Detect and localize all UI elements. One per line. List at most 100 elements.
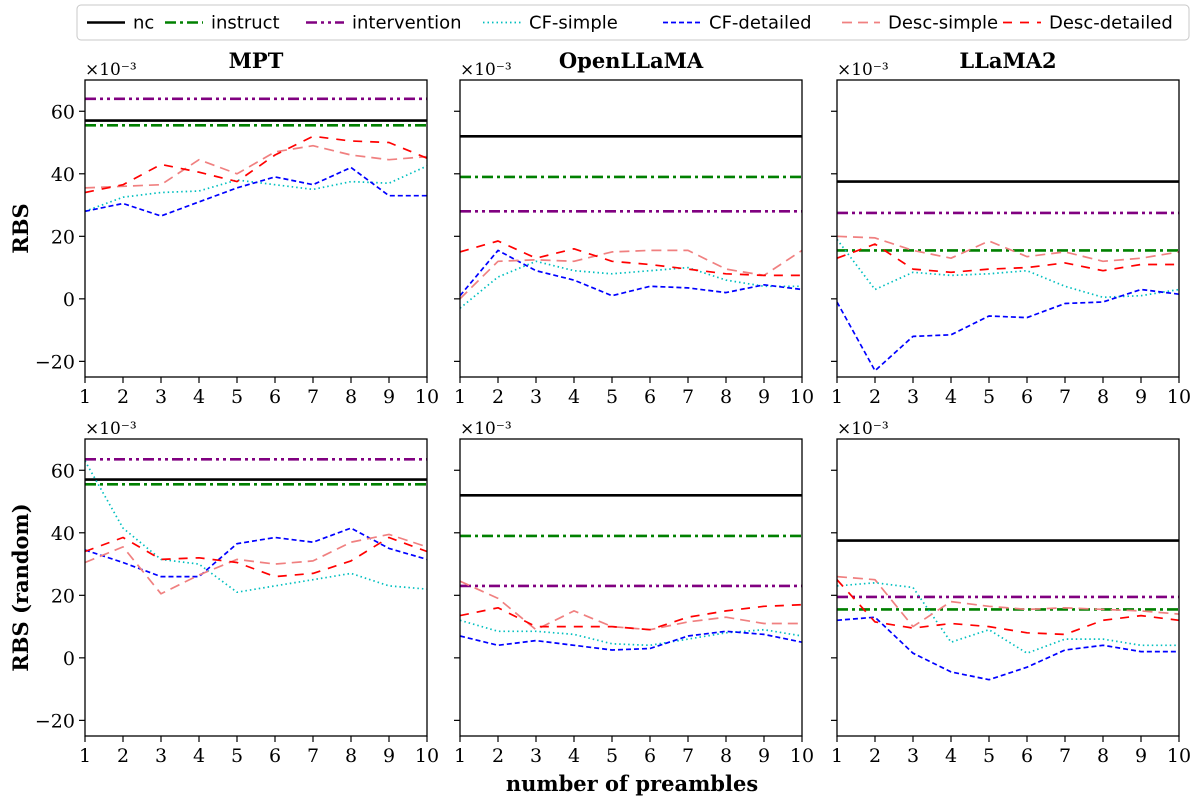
y-tick-label: 60 <box>51 101 75 123</box>
x-tick-label: 3 <box>530 386 542 408</box>
x-tick-label: 5 <box>231 386 243 408</box>
x-tick-label: 5 <box>983 745 995 767</box>
series-line-cf-detailed <box>837 616 1179 681</box>
x-tick-label: 1 <box>454 386 466 408</box>
series-line-desc-simple <box>85 144 427 189</box>
series-line-cf-detailed <box>837 288 1179 372</box>
x-tick-label: 8 <box>345 745 357 767</box>
x-tick-label: 8 <box>1097 386 1109 408</box>
x-tick-label: 1 <box>831 745 843 767</box>
series-line-cf-simple <box>460 619 802 647</box>
panel-frame <box>84 438 428 737</box>
panel-mpt-row1: ×10⁻³ MPT 1 2 3 4 5 6 7 8 9 10 −20 0 20 40 60 RBS <box>8 48 439 408</box>
y-tick-label: 60 <box>51 460 75 482</box>
series-line-desc-simple <box>837 235 1179 263</box>
x-tick-label: 8 <box>345 386 357 408</box>
legend-item-instruct: instruct <box>165 13 280 34</box>
y-tick-label: 20 <box>51 226 75 248</box>
x-tick-label: 4 <box>193 386 205 408</box>
series-group <box>85 97 427 217</box>
x-tick-label: 10 <box>790 386 814 408</box>
x-tick-label: 6 <box>644 386 656 408</box>
x-tick-label: 3 <box>155 386 167 408</box>
y-scale-label: ×10⁻³ <box>85 60 137 80</box>
series-line-cf-simple <box>837 581 1179 655</box>
series-line-desc-detailed <box>460 240 802 277</box>
y-scale-label: ×10⁻³ <box>85 419 137 439</box>
series-line-cf-detailed <box>85 527 427 578</box>
y-tick-label: −20 <box>35 351 75 373</box>
panel-title-mpt: MPT <box>229 48 284 73</box>
legend-item-cf-detailed: CF-detailed <box>663 13 812 34</box>
legend-item-nc: nc <box>87 13 154 34</box>
x-tick-label: 7 <box>1059 386 1071 408</box>
x-tick-label: 9 <box>758 745 770 767</box>
y-tick-label: 40 <box>51 523 75 545</box>
legend-label-nc: nc <box>133 13 154 34</box>
series-line-desc-simple <box>837 575 1179 628</box>
x-tick-label: 3 <box>155 745 167 767</box>
x-tick-label: 7 <box>682 745 694 767</box>
x-tick-label: 4 <box>193 745 205 767</box>
x-tick-label: 3 <box>907 386 919 408</box>
series-line-desc-simple <box>85 533 427 595</box>
x-tick-label: 10 <box>1167 745 1191 767</box>
x-tick-label: 7 <box>682 386 694 408</box>
x-tick-label: 4 <box>945 386 957 408</box>
series-line-desc-detailed <box>837 243 1179 274</box>
series-line-desc-detailed <box>837 579 1179 636</box>
x-axis-label: number of preambles <box>506 771 758 796</box>
x-tick-label: 6 <box>644 745 656 767</box>
x-tick-label: 2 <box>492 745 504 767</box>
legend-item-cf-simple: CF-simple <box>483 13 618 34</box>
x-tick-label: 4 <box>568 386 580 408</box>
y-scale-label: ×10⁻³ <box>837 60 889 80</box>
x-tick-label: 9 <box>383 386 395 408</box>
x-tick-label: 7 <box>307 745 319 767</box>
x-tick-label: 5 <box>231 745 243 767</box>
series-line-desc-detailed <box>85 536 427 578</box>
panel-openllama-row1: ×10⁻³ OpenLLaMA 1 2 3 4 5 6 7 8 9 10 <box>454 48 814 408</box>
legend-label-desc-simple: Desc-simple <box>888 13 998 34</box>
series-group <box>460 135 802 309</box>
x-tick-label: 2 <box>869 745 881 767</box>
panel-title-llama2: LLaMA2 <box>959 48 1056 73</box>
x-tick-label: 10 <box>790 745 814 767</box>
y-tick-label: 0 <box>63 289 75 311</box>
x-tick-label: 5 <box>606 745 618 767</box>
y-tick-label: 40 <box>51 164 75 186</box>
series-group <box>837 180 1179 372</box>
series-line-desc-detailed <box>460 603 802 631</box>
x-tick-label: 1 <box>79 745 91 767</box>
x-tick-label: 10 <box>415 386 439 408</box>
series-line-cf-simple <box>460 260 802 309</box>
x-tick-label: 5 <box>606 386 618 408</box>
y-tick-label: 0 <box>63 648 75 670</box>
series-group <box>837 539 1179 681</box>
x-tick-label: 9 <box>1135 386 1147 408</box>
panel-llama2-row1: ×10⁻³ LLaMA2 1 2 3 4 5 6 7 8 9 10 <box>831 48 1191 408</box>
x-tick-label: 1 <box>454 745 466 767</box>
series-line-cf-detailed <box>85 166 427 217</box>
x-tick-label: 10 <box>415 745 439 767</box>
y-axis-label-row1: RBS <box>8 203 33 253</box>
x-tick-label: 9 <box>1135 745 1147 767</box>
panel-llama2-row2: ×10⁻³ 1 2 3 4 5 6 7 8 9 10 <box>831 419 1191 767</box>
x-tick-label: 1 <box>831 386 843 408</box>
series-group <box>460 493 802 651</box>
x-tick-label: 8 <box>720 386 732 408</box>
x-tick-label: 10 <box>1167 386 1191 408</box>
x-tick-label: 4 <box>568 745 580 767</box>
y-scale-label: ×10⁻³ <box>460 60 512 80</box>
series-group <box>85 457 427 595</box>
x-tick-label: 7 <box>1059 745 1071 767</box>
x-tick-label: 2 <box>117 386 129 408</box>
x-tick-label: 3 <box>530 745 542 767</box>
y-axis-label-row2: RBS (random) <box>8 503 33 671</box>
x-tick-label: 6 <box>269 386 281 408</box>
x-tick-label: 6 <box>1021 745 1033 767</box>
x-tick-label: 5 <box>983 386 995 408</box>
x-tick-label: 8 <box>720 745 732 767</box>
